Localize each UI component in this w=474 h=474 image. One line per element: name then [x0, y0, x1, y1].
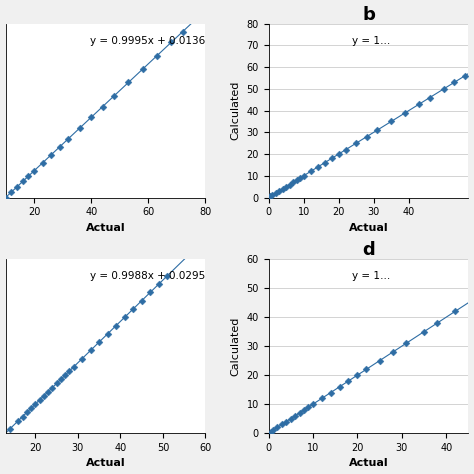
Y-axis label: Calculated: Calculated	[231, 81, 241, 140]
X-axis label: Actual: Actual	[349, 458, 388, 468]
X-axis label: Actual: Actual	[349, 223, 388, 233]
X-axis label: Actual: Actual	[86, 458, 125, 468]
X-axis label: Actual: Actual	[86, 223, 125, 233]
Text: y = 1…: y = 1…	[353, 271, 391, 282]
Title: d: d	[362, 241, 375, 259]
Title: b: b	[362, 6, 375, 24]
Y-axis label: Calculated: Calculated	[231, 317, 241, 376]
Text: y = 0.9995x + 0.0136: y = 0.9995x + 0.0136	[90, 36, 205, 46]
Text: y = 0.9988x + 0.0295: y = 0.9988x + 0.0295	[90, 271, 205, 282]
Text: y = 1…: y = 1…	[353, 36, 391, 46]
